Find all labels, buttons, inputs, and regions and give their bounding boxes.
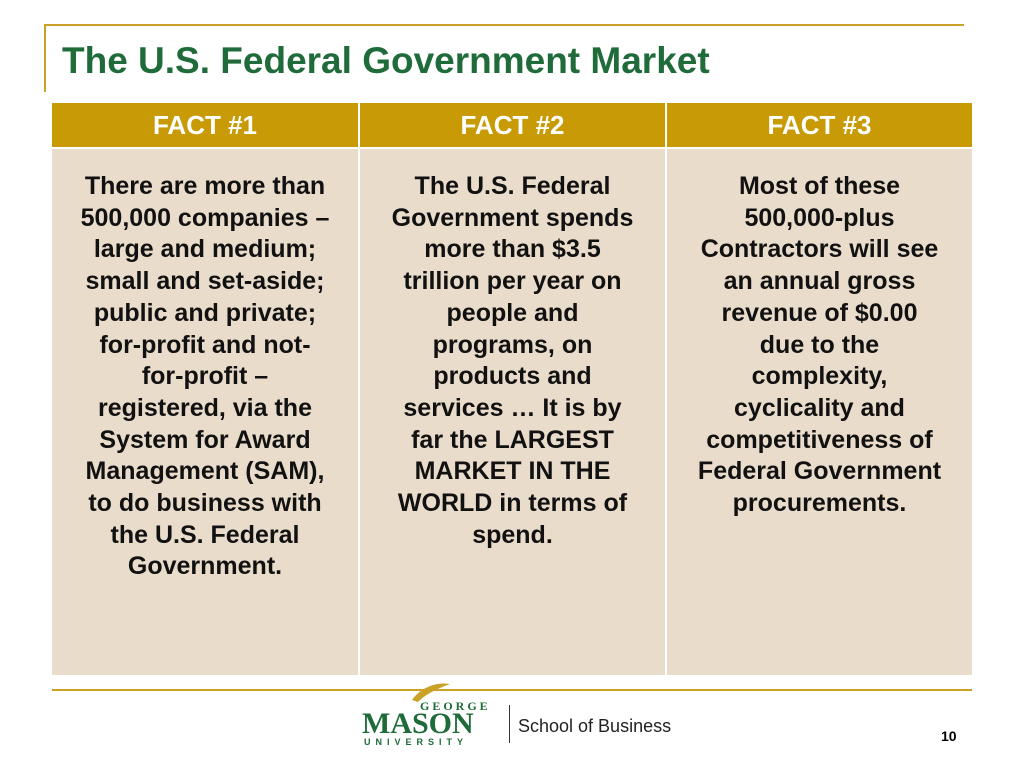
fact-body-1: There are more than 500,000 companies – … — [80, 172, 330, 581]
top-rule — [44, 24, 964, 26]
bottom-rule — [52, 689, 972, 691]
logo-divider — [509, 705, 510, 743]
fact-body-2: The U.S. Federal Government spends more … — [391, 172, 634, 549]
fact-column-3: FACT #3 Most of these 500,000-plus Contr… — [665, 103, 972, 675]
fact-header-2: FACT #2 — [360, 103, 665, 149]
left-accent-rule — [44, 24, 46, 92]
fact-body-3: Most of these 500,000-plus Contractors w… — [697, 172, 942, 518]
school-name: School of Business — [518, 716, 672, 736]
fact-column-1: FACT #1 There are more than 500,000 comp… — [52, 103, 358, 675]
fact-column-2: FACT #2 The U.S. Federal Government spen… — [358, 103, 665, 675]
logo-top-text: GEORGE — [420, 699, 491, 713]
leaf-icon — [412, 683, 450, 702]
logo-bottom-text: UNIVERSITY — [364, 737, 468, 747]
logo-main-text: MASON — [362, 707, 474, 740]
fact-header-1: FACT #1 — [52, 103, 358, 149]
facts-table: FACT #1 There are more than 500,000 comp… — [52, 103, 972, 675]
fact-header-3: FACT #3 — [667, 103, 972, 149]
slide-title: The U.S. Federal Government Market — [62, 40, 710, 81]
page-number: 10 — [941, 728, 957, 744]
gmu-logo: GEORGE MASON UNIVERSITY — [360, 678, 505, 748]
